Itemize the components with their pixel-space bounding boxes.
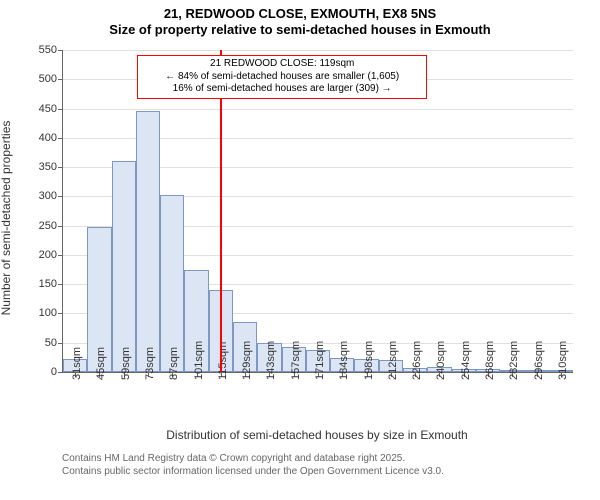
y-tick-label: 550 [39, 44, 63, 56]
histogram-bar [160, 195, 184, 372]
footer-line1: Contains HM Land Registry data © Crown c… [62, 452, 444, 465]
x-tick-label: 296sqm [533, 341, 545, 380]
grid-line [63, 109, 573, 110]
grid-line [63, 50, 573, 51]
x-tick-label: 59sqm [120, 347, 132, 380]
x-tick-label: 268sqm [484, 341, 496, 380]
x-axis-label: Distribution of semi-detached houses by … [62, 428, 572, 442]
x-tick-label: 240sqm [435, 341, 447, 380]
x-tick-label: 226sqm [411, 341, 423, 380]
histogram-bar [136, 111, 160, 372]
x-tick-label: 115sqm [217, 342, 229, 380]
x-tick-label: 143sqm [265, 341, 277, 380]
x-tick-label: 184sqm [338, 341, 350, 380]
annotation-line: 16% of semi-detached houses are larger (… [142, 83, 423, 96]
y-tick-label: 400 [39, 132, 63, 144]
y-tick-label: 300 [39, 190, 63, 202]
x-tick-label: 31sqm [71, 347, 83, 380]
y-tick-label: 0 [51, 366, 63, 378]
x-tick-label: 129sqm [241, 341, 253, 380]
x-tick-label: 73sqm [144, 347, 156, 380]
chart-title-line1: 21, REDWOOD CLOSE, EXMOUTH, EX8 5NS [0, 6, 600, 22]
histogram-bar [112, 161, 136, 372]
x-tick-label: 171sqm [314, 341, 326, 380]
plot-area: 05010015020025030035040045050055031sqm45… [62, 50, 573, 373]
x-tick-label: 282sqm [508, 341, 520, 380]
y-axis-label: Number of semi-detached properties [0, 57, 13, 379]
annotation-box: 21 REDWOOD CLOSE: 119sqm← 84% of semi-de… [137, 55, 428, 99]
x-tick-label: 87sqm [168, 347, 180, 380]
x-tick-label: 101sqm [193, 341, 205, 380]
footer-line2: Contains public sector information licen… [62, 465, 444, 478]
y-tick-label: 50 [45, 337, 63, 349]
y-tick-label: 500 [39, 73, 63, 85]
y-tick-label: 150 [39, 278, 63, 290]
x-tick-label: 212sqm [387, 341, 399, 380]
y-tick-label: 350 [39, 161, 63, 173]
x-tick-label: 45sqm [95, 347, 107, 380]
y-tick-label: 100 [39, 307, 63, 319]
y-tick-label: 450 [39, 103, 63, 115]
x-tick-label: 254sqm [460, 341, 472, 380]
y-tick-label: 250 [39, 220, 63, 232]
chart-title: 21, REDWOOD CLOSE, EXMOUTH, EX8 5NS Size… [0, 6, 600, 39]
annotation-line: ← 84% of semi-detached houses are smalle… [142, 71, 423, 84]
annotation-line: 21 REDWOOD CLOSE: 119sqm [142, 58, 423, 71]
x-tick-label: 157sqm [290, 341, 302, 380]
footer-attribution: Contains HM Land Registry data © Crown c… [62, 452, 444, 478]
x-tick-label: 198sqm [363, 341, 375, 380]
x-tick-label: 310sqm [557, 341, 569, 380]
chart-title-line2: Size of property relative to semi-detach… [0, 22, 600, 38]
y-tick-label: 200 [39, 249, 63, 261]
chart-container: { "title": { "line1": "21, REDWOOD CLOSE… [0, 0, 600, 500]
